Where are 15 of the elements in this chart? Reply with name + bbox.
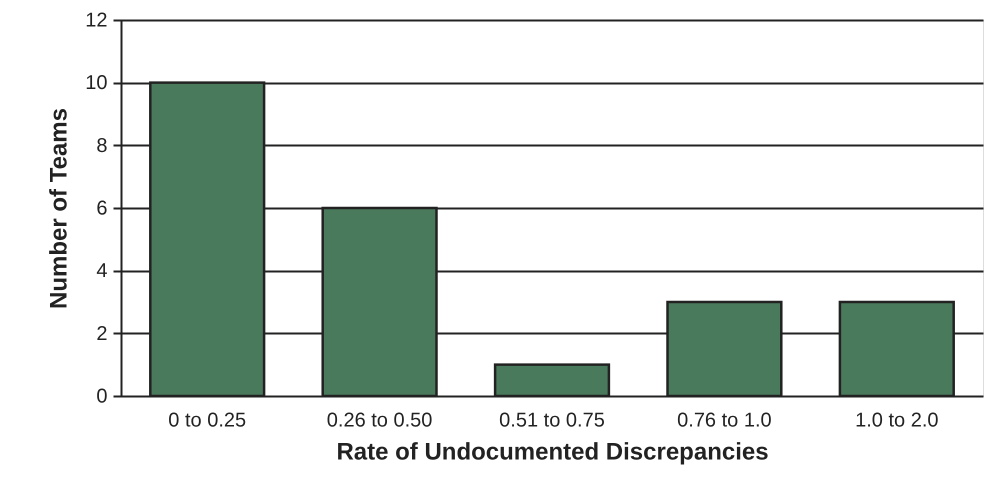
y-tick-label: 12 (85, 10, 108, 32)
x-axis-title: Rate of Undocumented Discrepancies (336, 438, 769, 466)
y-tick-label: 2 (96, 322, 108, 345)
y-tick-label: 6 (96, 198, 108, 220)
y-tick-label: 8 (96, 134, 108, 157)
y-tick-label: 0 (96, 386, 108, 408)
x-tick-label: 0.26 to 0.50 (326, 410, 432, 432)
x-tick-label: 0 to 0.25 (168, 410, 246, 432)
bar (494, 363, 610, 398)
y-tick-label: 4 (96, 260, 108, 282)
y-axis-title: Number of Teams (45, 108, 72, 309)
x-tick-label: 0.76 to 1.0 (677, 410, 772, 432)
x-tick-label: 0.51 to 0.75 (499, 410, 605, 432)
x-tick-label: 1.0 to 2.0 (855, 410, 939, 432)
y-tick-label: 10 (85, 72, 108, 94)
